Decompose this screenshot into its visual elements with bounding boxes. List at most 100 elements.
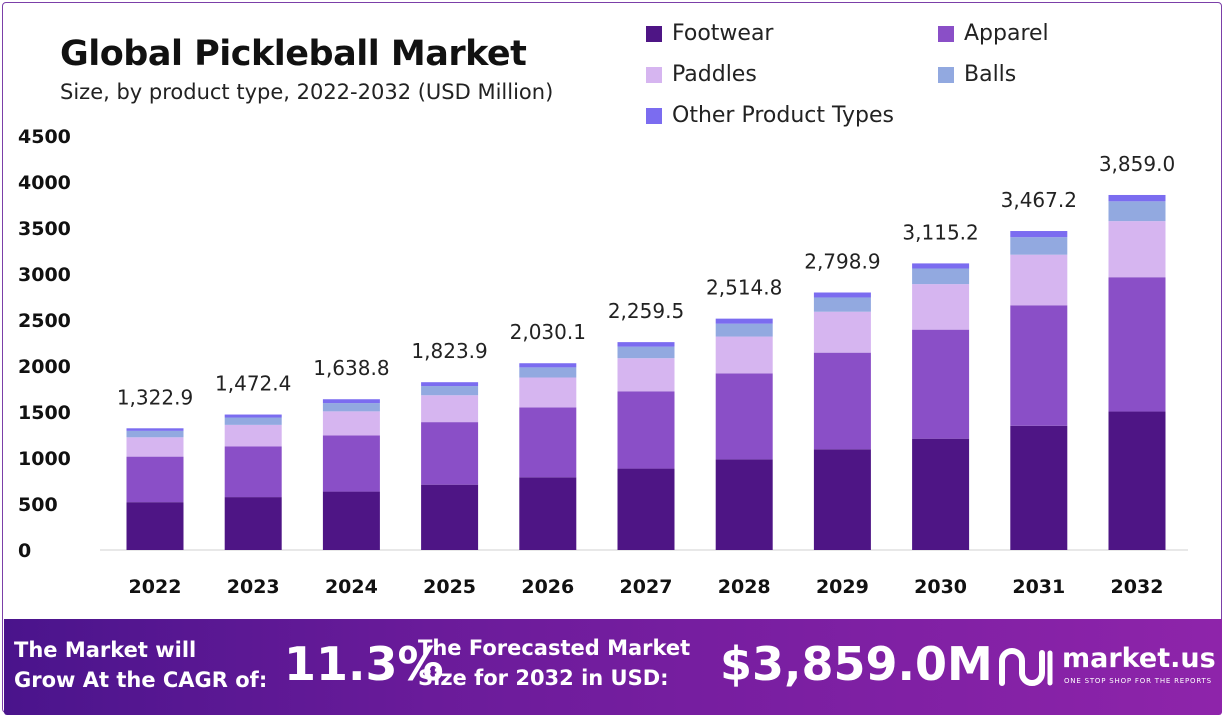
forecast-text-line2: Size for 2032 in USD: [418, 666, 669, 690]
bar-segment-other-product-types [224, 414, 282, 418]
cagr-text-line1: The Market will [14, 638, 197, 662]
cagr-text-line2: Grow At the CAGR of: [14, 668, 268, 692]
legend-label-apparel: Apparel [964, 21, 1049, 46]
bar-segment-other-product-types [126, 428, 184, 431]
bar-segment-other-product-types [322, 399, 380, 404]
y-tick-label: 2500 [18, 310, 71, 332]
x-tick-label: 2030 [914, 576, 967, 598]
brand-name: market.us [1062, 643, 1216, 674]
bar-total-label: 2,030.1 [510, 320, 586, 344]
chart-subtitle: Size, by product type, 2022-2032 (USD Mi… [60, 80, 554, 104]
x-tick-label: 2025 [423, 576, 476, 598]
bar-segment-paddles [1010, 254, 1068, 306]
legend-label-footwear: Footwear [672, 21, 774, 46]
bar-segment-paddles [1108, 221, 1166, 278]
x-tick-label: 2028 [718, 576, 771, 598]
bar-segment-apparel [813, 352, 871, 450]
cagr-text: The Market will Grow At the CAGR of: [14, 635, 267, 695]
chart-title: Global Pickleball Market [60, 34, 527, 74]
bar-segment-paddles [519, 377, 577, 408]
bar-segment-other-product-types [1108, 194, 1166, 202]
bar-segment-balls [224, 417, 282, 425]
x-tick-label: 2023 [227, 576, 280, 598]
bar-total-label: 3,859.0 [1099, 152, 1175, 176]
bar-segment-footwear [912, 438, 970, 550]
bar-segment-balls [1108, 201, 1166, 222]
bar-segment-balls [715, 323, 773, 337]
bar-segment-balls [1010, 237, 1068, 255]
bar-segment-other-product-types [912, 263, 970, 269]
bar-segment-other-product-types [715, 318, 773, 324]
y-tick-label: 500 [18, 494, 58, 516]
bar-segment-footwear [224, 497, 282, 550]
legend-label-balls: Balls [964, 62, 1017, 87]
legend-item-footwear: Footwear [646, 21, 773, 46]
bar-total-label: 1,638.8 [313, 356, 389, 380]
bar-total-label: 1,823.9 [411, 339, 487, 363]
bar-total-label: 1,472.4 [215, 372, 291, 396]
y-tick-label: 4000 [18, 172, 71, 194]
x-tick-label: 2032 [1111, 576, 1164, 598]
x-tick-label: 2029 [816, 576, 869, 598]
x-tick-label: 2022 [129, 576, 182, 598]
bar-segment-balls [322, 403, 380, 412]
bar-segment-other-product-types [617, 342, 675, 347]
bar-segment-paddles [421, 395, 479, 423]
bar-segment-balls [126, 430, 184, 438]
bar-segment-apparel [912, 329, 970, 439]
bar-total-label: 3,467.2 [1001, 188, 1077, 212]
forecast-text: The Forecasted Market Size for 2032 in U… [418, 633, 690, 693]
forecast-text-line1: The Forecasted Market [418, 636, 691, 660]
bar-segment-other-product-types [1010, 231, 1068, 238]
bar-segment-footwear [421, 484, 479, 550]
bar-segment-apparel [1108, 277, 1166, 412]
bar-segment-paddles [322, 411, 380, 436]
forecast-value: $3,859.0M [720, 637, 993, 691]
bar-segment-footwear [126, 502, 184, 550]
bar-total-label: 2,259.5 [608, 299, 684, 323]
y-tick-label: 3500 [18, 218, 71, 240]
bar-segment-apparel [224, 446, 282, 498]
y-tick-label: 1000 [18, 448, 71, 470]
bar-segment-balls [421, 386, 479, 396]
bar-segment-footwear [617, 468, 675, 550]
legend-swatch-paddles [646, 66, 662, 83]
bar-segment-apparel [1010, 305, 1068, 426]
x-tick-label: 2031 [1012, 576, 1065, 598]
bar-segment-other-product-types [421, 382, 479, 387]
bar-segment-paddles [912, 284, 970, 330]
bar-segment-paddles [617, 358, 675, 392]
legend-item-other-product-types: Other Product Types [646, 103, 894, 128]
x-tick-label: 2024 [325, 576, 378, 598]
bar-segment-apparel [519, 407, 577, 478]
bar-segment-paddles [813, 311, 871, 353]
bar-segment-balls [912, 268, 970, 285]
y-tick-label: 4500 [18, 126, 71, 148]
bar-total-label: 2,514.8 [706, 276, 782, 300]
bar-segment-apparel [421, 422, 479, 485]
legend-item-paddles: Paddles [646, 62, 757, 87]
bar-total-label: 2,798.9 [804, 250, 880, 274]
legend-label-paddles: Paddles [672, 62, 757, 87]
legend-item-apparel: Apparel [938, 21, 1049, 46]
bar-segment-paddles [224, 424, 282, 447]
bar-segment-apparel [322, 435, 380, 492]
bar-segment-balls [519, 367, 577, 378]
legend-swatch-apparel [938, 25, 954, 42]
market-us-logo-icon [999, 648, 1053, 686]
legend-label-other-product-types: Other Product Types [672, 103, 894, 128]
bar-segment-paddles [126, 437, 184, 457]
bar-total-label: 1,322.9 [117, 385, 193, 409]
bar-segment-apparel [715, 373, 773, 460]
y-tick-label: 1500 [18, 402, 71, 424]
x-tick-label: 2026 [521, 576, 574, 598]
bar-segment-other-product-types [813, 292, 871, 298]
legend-item-balls: Balls [938, 62, 1016, 87]
y-tick-label: 2000 [18, 356, 71, 378]
y-tick-label: 0 [18, 540, 31, 562]
bar-segment-apparel [126, 456, 184, 503]
bar-segment-other-product-types [519, 363, 577, 368]
bar-segment-footwear [322, 491, 380, 550]
cagr-value: 11.3% [284, 637, 444, 691]
legend-swatch-footwear [646, 25, 662, 42]
